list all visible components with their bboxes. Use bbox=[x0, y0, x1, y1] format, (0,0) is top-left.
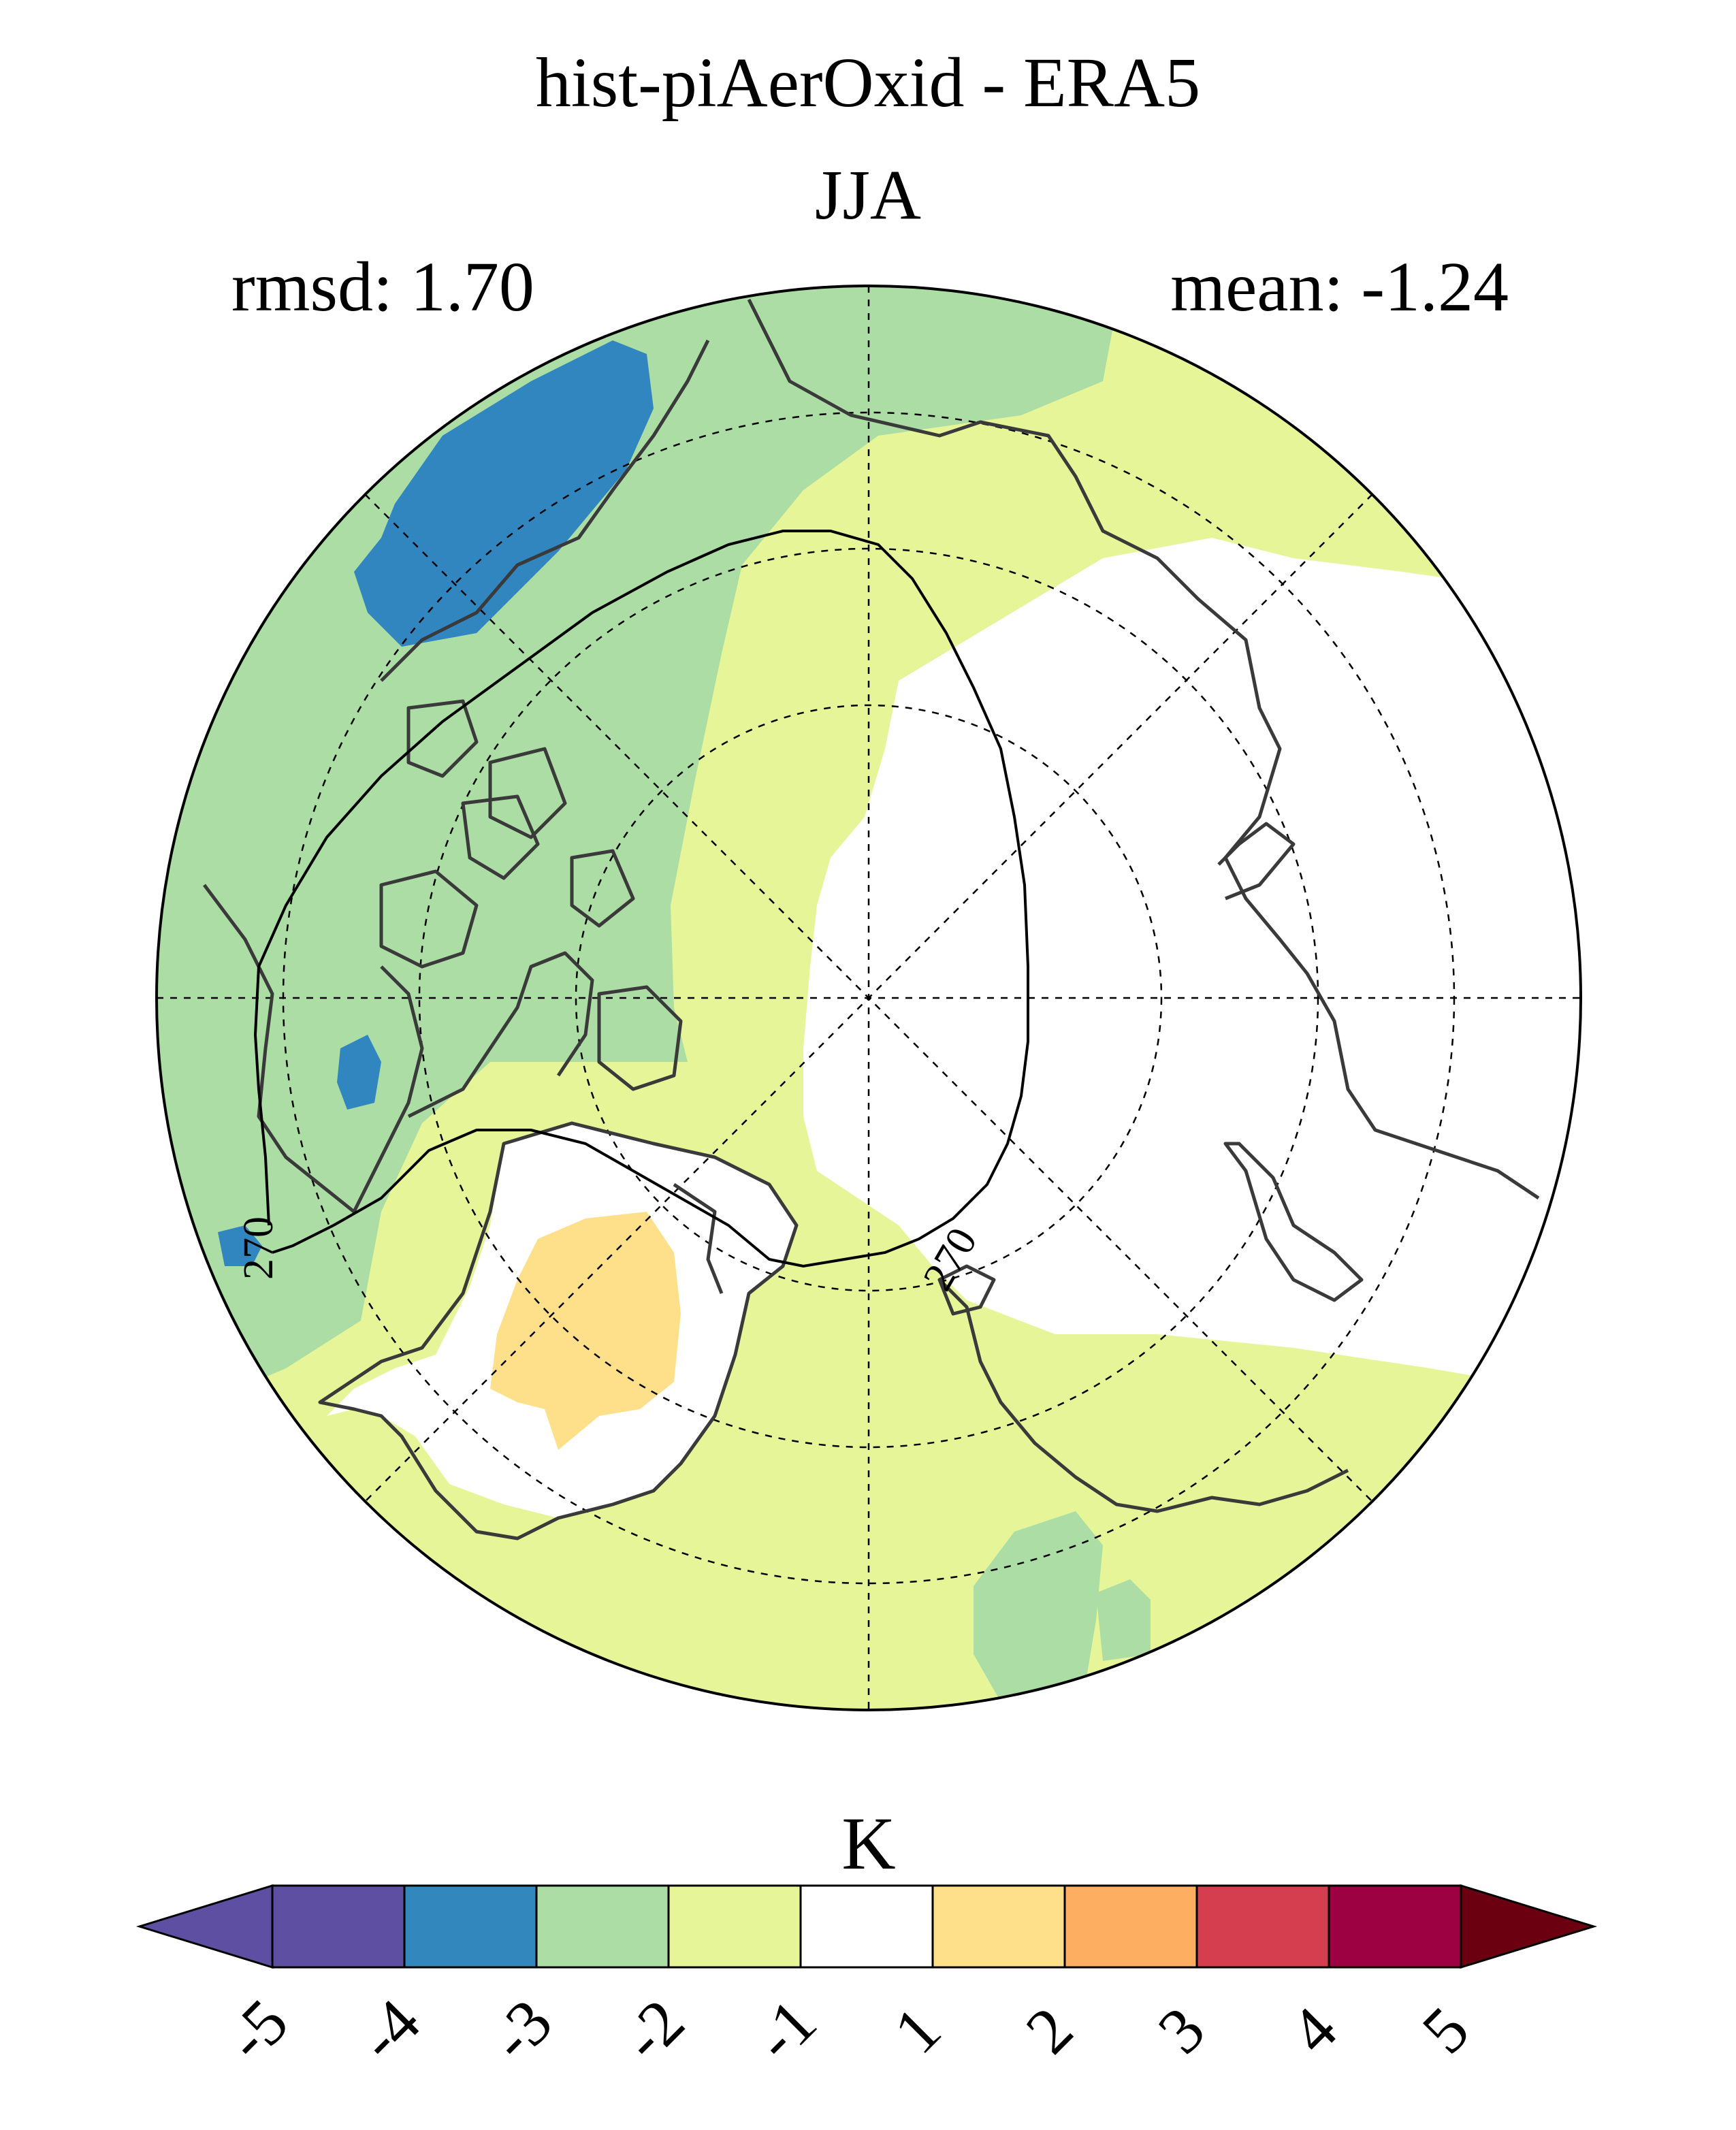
season-label: JJA bbox=[814, 156, 922, 234]
colorbar-box bbox=[931, 1884, 1066, 1969]
contour-270-outer bbox=[253, 530, 1029, 1268]
colorbar-box bbox=[535, 1884, 670, 1969]
colorbar-extension-high bbox=[1460, 1884, 1598, 1969]
region-dark-blue-west bbox=[337, 1035, 381, 1110]
coastline-archipelago-5 bbox=[570, 849, 635, 928]
coastline-novaya-zemlya bbox=[1223, 1142, 1364, 1302]
colorbar-tick-label: 5 bbox=[1408, 1992, 1483, 2067]
graticule bbox=[157, 286, 1581, 1710]
coastline-baffin bbox=[407, 951, 594, 1118]
coastline-taymyr bbox=[1217, 822, 1296, 901]
colorbar-box bbox=[1195, 1884, 1330, 1969]
colorbar-tick-label: 2 bbox=[1012, 1992, 1087, 2067]
polar-map: 270 270 bbox=[157, 286, 1581, 1710]
colorbar: K -5 -4 -3 -2 -1 1 2 3 4 5 bbox=[135, 1802, 1598, 2075]
coastline-scandinavia bbox=[938, 1278, 1349, 1513]
region-green-south-small bbox=[1096, 1579, 1151, 1661]
colorbar-box bbox=[403, 1884, 538, 1969]
colorbar-tick-label: -4 bbox=[344, 1985, 434, 2075]
region-dark-blue-north bbox=[354, 340, 654, 647]
region-white-east bbox=[803, 538, 1581, 1395]
region-light-orange bbox=[490, 1212, 681, 1450]
coastline-canada bbox=[380, 339, 710, 682]
colorbar-box bbox=[271, 1884, 406, 1969]
colorbar-tick-label: 3 bbox=[1144, 1992, 1219, 2067]
map-boundary bbox=[155, 285, 1582, 1711]
colorbar-tick-labels: -5 -4 -3 -2 -1 1 2 3 4 5 bbox=[212, 1985, 1483, 2075]
colorbar-box bbox=[667, 1884, 802, 1969]
coastline-siberia bbox=[747, 298, 1540, 1200]
contour-label-left: 270 bbox=[236, 1216, 282, 1280]
colorbar-tick-label: 1 bbox=[880, 1992, 954, 2067]
colorbar-box bbox=[1063, 1884, 1198, 1969]
colorbar-tick-label: -5 bbox=[212, 1985, 302, 2075]
coastline-hudson-bay bbox=[203, 884, 424, 1214]
coastline-archipelago-3 bbox=[379, 869, 479, 969]
coastlines bbox=[203, 298, 1540, 1540]
coastline-archipelago-6 bbox=[597, 985, 683, 1091]
colorbar-unit: K bbox=[841, 1802, 895, 1885]
coastline-archipelago-2 bbox=[488, 747, 567, 839]
colorbar-tick-label: -1 bbox=[740, 1985, 830, 2075]
rmsd-label: rmsd: 1.70 bbox=[231, 248, 534, 326]
colorbar-box bbox=[1328, 1884, 1462, 1969]
coastline-greenland bbox=[318, 1121, 799, 1540]
colorbar-extension-low bbox=[135, 1884, 274, 1969]
colorbar-tick-label: 4 bbox=[1276, 1992, 1351, 2067]
coastline-svalbard bbox=[937, 1264, 996, 1316]
colorbar-tick-label: -3 bbox=[476, 1985, 566, 2075]
colorbar-box bbox=[799, 1884, 934, 1969]
coastline-archipelago-4 bbox=[461, 794, 540, 880]
colorbar-boxes bbox=[135, 1884, 1598, 1969]
coastline-greenland-fjord bbox=[673, 1182, 724, 1294]
mean-label: mean: -1.24 bbox=[1170, 248, 1509, 326]
figure-title: hist-piAerOxid - ERA5 bbox=[535, 44, 1201, 122]
region-dark-blue-edge bbox=[218, 1225, 262, 1266]
colorbar-tick-label: -2 bbox=[608, 1985, 698, 2075]
region-green-south bbox=[974, 1511, 1103, 1702]
